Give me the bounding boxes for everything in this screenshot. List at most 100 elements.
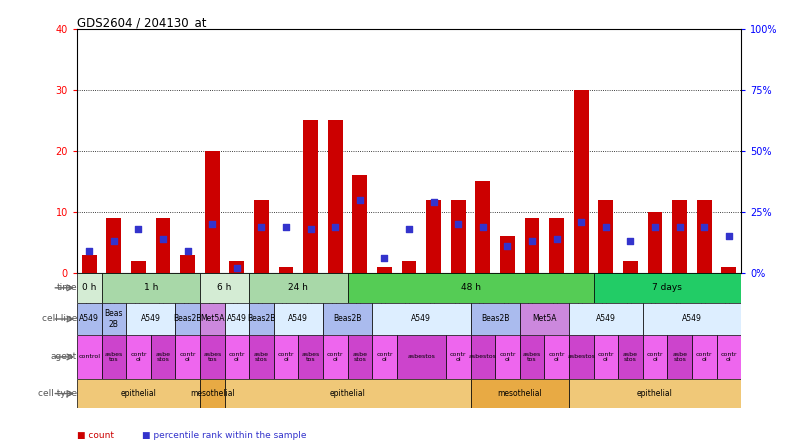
Text: contr
ol: contr ol <box>548 352 565 362</box>
Text: 24 h: 24 h <box>288 283 309 292</box>
Bar <box>200 303 224 335</box>
Text: contr
ol: contr ol <box>130 352 147 362</box>
Text: agent: agent <box>51 353 77 361</box>
Point <box>599 223 612 230</box>
Bar <box>643 303 741 335</box>
Bar <box>77 379 200 408</box>
Bar <box>451 200 466 273</box>
Text: ■ count: ■ count <box>77 431 114 440</box>
Bar <box>181 254 195 273</box>
Bar <box>328 120 343 273</box>
Bar <box>471 379 569 408</box>
Point <box>206 221 219 228</box>
Bar <box>352 175 367 273</box>
Bar <box>77 273 101 303</box>
Bar <box>151 335 175 379</box>
Text: asbes
tos: asbes tos <box>203 352 221 362</box>
Bar <box>224 335 249 379</box>
Bar <box>224 379 471 408</box>
Point <box>501 242 514 250</box>
Text: contr
ol: contr ol <box>499 352 516 362</box>
Text: contr
ol: contr ol <box>721 352 737 362</box>
Bar <box>648 212 663 273</box>
Text: asbes
tos: asbes tos <box>104 352 123 362</box>
Point <box>673 223 686 230</box>
Bar <box>224 303 249 335</box>
Text: asbes
tos: asbes tos <box>523 352 541 362</box>
Point <box>132 226 145 233</box>
Bar <box>446 335 471 379</box>
Point <box>181 247 194 254</box>
Text: asbe
stos: asbe stos <box>623 352 638 362</box>
Text: 48 h: 48 h <box>461 283 480 292</box>
Bar <box>126 335 151 379</box>
Text: asbe
stos: asbe stos <box>254 352 269 362</box>
Point <box>255 223 268 230</box>
Bar <box>101 273 200 303</box>
Bar <box>200 335 224 379</box>
Bar <box>569 379 741 408</box>
Point <box>108 238 121 245</box>
Bar <box>274 303 323 335</box>
Bar <box>298 335 323 379</box>
Bar <box>623 261 637 273</box>
Text: asbe
stos: asbe stos <box>156 352 171 362</box>
Bar <box>618 335 643 379</box>
Bar <box>717 335 741 379</box>
Bar <box>205 151 220 273</box>
Point <box>452 221 465 228</box>
Bar <box>101 335 126 379</box>
Bar <box>106 218 121 273</box>
Point <box>550 235 563 242</box>
Bar <box>372 303 471 335</box>
Bar <box>372 335 397 379</box>
Text: epithelial: epithelial <box>637 389 673 398</box>
Bar <box>475 182 490 273</box>
Text: asbestos: asbestos <box>567 354 595 360</box>
Bar <box>667 335 692 379</box>
Text: 1 h: 1 h <box>143 283 158 292</box>
Point <box>403 226 416 233</box>
Bar <box>471 335 495 379</box>
Bar <box>397 335 446 379</box>
Text: A549: A549 <box>79 314 99 324</box>
Point <box>476 223 489 230</box>
Text: contr
ol: contr ol <box>228 352 245 362</box>
Text: mesothelial: mesothelial <box>497 389 542 398</box>
Text: asbe
stos: asbe stos <box>352 352 368 362</box>
Text: contr
ol: contr ol <box>598 352 614 362</box>
Text: Met5A: Met5A <box>532 314 556 324</box>
Text: mesothelial: mesothelial <box>190 389 235 398</box>
Text: 7 days: 7 days <box>652 283 682 292</box>
Text: asbestos: asbestos <box>407 354 435 360</box>
Bar <box>697 200 712 273</box>
Bar <box>279 267 293 273</box>
Point <box>427 198 440 206</box>
Bar <box>495 335 520 379</box>
Point <box>378 255 391 262</box>
Text: 0 h: 0 h <box>82 283 96 292</box>
Bar <box>323 303 372 335</box>
Point <box>697 223 710 230</box>
Bar <box>594 273 741 303</box>
Text: asbestos: asbestos <box>469 354 497 360</box>
Text: contr
ol: contr ol <box>647 352 663 362</box>
Bar <box>200 379 224 408</box>
Text: Beas
2B: Beas 2B <box>104 309 123 329</box>
Text: contr
ol: contr ol <box>696 352 713 362</box>
Bar <box>520 335 544 379</box>
Text: Met5A: Met5A <box>200 314 224 324</box>
Bar <box>594 335 618 379</box>
Text: contr
ol: contr ol <box>179 352 196 362</box>
Bar <box>156 218 170 273</box>
Text: contr
ol: contr ol <box>376 352 393 362</box>
Bar <box>323 335 347 379</box>
Bar <box>599 200 613 273</box>
Bar <box>77 303 101 335</box>
Bar <box>569 335 594 379</box>
Point <box>575 218 588 225</box>
Text: A549: A549 <box>288 314 309 324</box>
Point <box>305 226 318 233</box>
Text: Beas2B: Beas2B <box>334 314 362 324</box>
Bar <box>549 218 564 273</box>
